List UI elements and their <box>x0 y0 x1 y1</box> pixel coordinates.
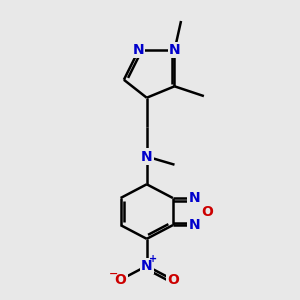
Text: N: N <box>169 44 180 57</box>
Text: −: − <box>109 269 118 279</box>
Text: N: N <box>133 44 144 57</box>
Text: O: O <box>115 273 127 287</box>
Text: N: N <box>188 191 200 205</box>
Text: O: O <box>201 205 213 219</box>
Text: N: N <box>141 259 152 273</box>
Text: N: N <box>141 149 152 164</box>
Text: N: N <box>188 218 200 232</box>
Text: O: O <box>167 273 179 287</box>
Text: +: + <box>148 254 157 264</box>
